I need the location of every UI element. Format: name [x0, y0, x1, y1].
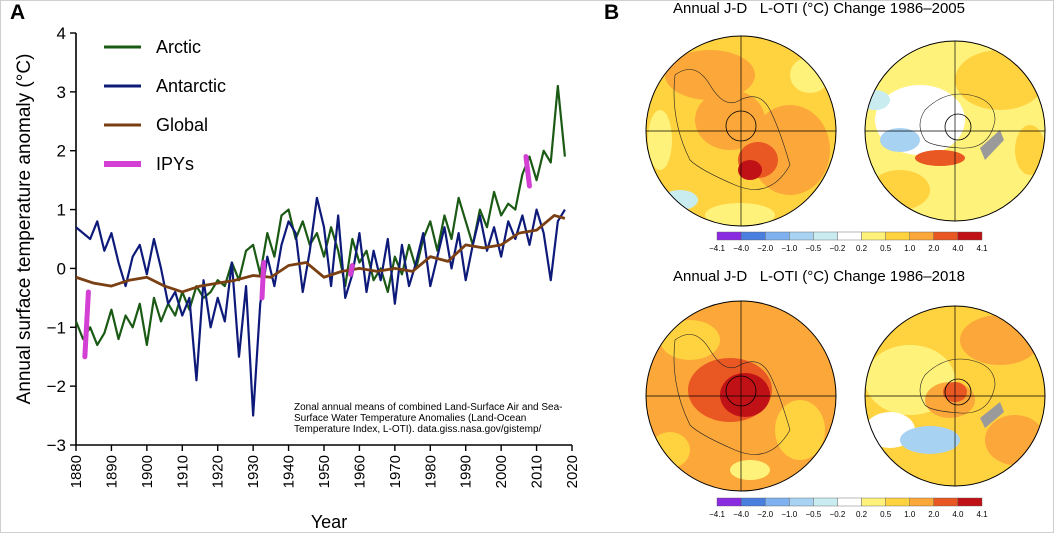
colorbar-swatch — [740, 497, 766, 507]
x-tick-label-1900: 1900 — [139, 455, 156, 488]
colorbar-swatch — [813, 231, 838, 241]
x-tick-label-2010: 2010 — [529, 455, 546, 488]
source-annotation: Zonal annual means of combined Land-Surf… — [294, 402, 563, 435]
map-title-1986-2005: Annual J-D L-OTI (°C) Change 1986–2005 — [673, 0, 965, 17]
colorbar-label: −0.5 — [805, 244, 821, 253]
x-tick-label-1940: 1940 — [281, 455, 298, 488]
colorbar-swatch — [933, 497, 959, 507]
colorbar-swatch — [740, 231, 766, 241]
colorbar-label: 0.2 — [856, 510, 868, 519]
colorbar-swatch — [885, 231, 910, 241]
colorbar-swatch — [909, 231, 935, 241]
x-tick-label-1970: 1970 — [387, 455, 404, 488]
x-tick-label-1890: 1890 — [103, 455, 120, 488]
panel-a-letter: A — [10, 1, 26, 24]
x-tick-label-1880: 1880 — [68, 455, 85, 488]
colorbar-label: −4.0 — [733, 510, 749, 519]
legend-label-antarctic: Antarctic — [156, 76, 226, 96]
panel-b-letter: B — [604, 1, 620, 24]
y-tick-label: 4 — [57, 24, 66, 43]
colorbar-swatch — [933, 231, 959, 241]
south-polar-map-1986-2005 — [864, 40, 1046, 222]
north-polar-map-1986-2005 — [645, 35, 837, 227]
colorbar-swatch — [957, 231, 983, 241]
series-line-antarctic — [75, 196, 566, 417]
colorbar-swatch — [957, 497, 983, 507]
colorbar-1986-2018: −4.1 −4.0 −2.0 −1.0 −0.5 −0.2 0.2 0.5 1.0 2.0 4.0 4… — [709, 497, 988, 519]
colorbar-label: 4.0 — [952, 244, 964, 253]
x-axis-label: Year — [311, 512, 347, 532]
legend-label-global: Global — [156, 115, 208, 135]
y-tick-label: −3 — [47, 436, 66, 455]
south-polar-map-1986-2018 — [864, 305, 1046, 487]
colorbar-swatch — [716, 231, 742, 241]
north-polar-map-1986-2018 — [645, 300, 837, 492]
y-tick-label: 0 — [57, 259, 66, 278]
colorbar-swatch — [837, 497, 862, 507]
series-line-global — [75, 214, 566, 294]
legend-label-ipys: IPYs — [156, 154, 194, 174]
colorbar-swatch — [837, 231, 862, 241]
map-title-1986-2018: Annual J-D L-OTI (°C) Change 1986–2018 — [673, 268, 965, 285]
colorbar-label: 4.0 — [952, 510, 964, 519]
ipy-segment — [523, 154, 532, 189]
x-tick-label-1920: 1920 — [210, 455, 227, 488]
colorbar-swatch — [909, 497, 935, 507]
colorbar-label: 1.0 — [904, 510, 916, 519]
x-tick-label-1950: 1950 — [316, 455, 333, 488]
annotation-line-3: Temperature Index, L-OTI). data.giss.nas… — [294, 424, 542, 435]
colorbar-swatch — [764, 497, 790, 507]
colorbar-1986-2005: −4.1 −4.0 −2.0 −1.0 −0.5 −0.2 0.2 0.5 1.0 2.0 4.0 4… — [709, 231, 988, 253]
y-tick-label: 2 — [57, 142, 66, 161]
x-tick-label-1980: 1980 — [422, 455, 439, 488]
colorbar-label: 4.1 — [976, 510, 988, 519]
colorbar-swatch — [716, 497, 742, 507]
colorbar-label: −0.2 — [830, 244, 846, 253]
x-tick-label-1930: 1930 — [245, 455, 262, 488]
colorbar-label: −2.0 — [757, 510, 773, 519]
colorbar-label: 0.2 — [856, 244, 868, 253]
colorbar-swatch — [789, 231, 814, 241]
colorbar-label: 0.5 — [880, 510, 892, 519]
annotation-line-1: Zonal annual means of combined Land-Surf… — [294, 402, 563, 413]
temperature-anomaly-chart: 1880 1890 1900 1910 1920 1930 1940 1950 1960 1970… — [14, 24, 581, 532]
annotation-line-2: Surface Water Temperature Anomalies (Lan… — [294, 413, 526, 424]
ipy-segment — [259, 260, 267, 301]
colorbar-swatch — [861, 231, 886, 241]
x-tick-label-1990: 1990 — [458, 455, 475, 488]
colorbar-label: −4.0 — [733, 244, 749, 253]
y-axis-label: Annual surface temperature anomaly (°C) — [14, 54, 35, 405]
colorbar-label: −4.1 — [709, 510, 725, 519]
colorbar-label: −1.0 — [781, 510, 797, 519]
ipy-segment — [82, 289, 91, 360]
colorbar-label: −4.1 — [709, 244, 725, 253]
x-tick-label-1960: 1960 — [351, 455, 368, 488]
x-tick-label-2020: 2020 — [564, 455, 581, 488]
colorbar-label: −2.0 — [757, 244, 773, 253]
colorbar-label: 2.0 — [928, 244, 940, 253]
x-tick-label-2000: 2000 — [493, 455, 510, 488]
legend-label-arctic: Arctic — [156, 37, 201, 57]
y-tick-label: −1 — [47, 318, 66, 337]
colorbar-label: −0.5 — [805, 510, 821, 519]
y-tick-label: −2 — [47, 377, 66, 396]
x-tick-label-1910: 1910 — [174, 455, 191, 488]
colorbar-swatch — [813, 497, 838, 507]
colorbar-label: 0.5 — [880, 244, 892, 253]
polar-maps: −4.1 −4.0 −2.0 −1.0 −0.5 −0.2 0.2 0.5 1.0 2.0 4.0 4… — [645, 35, 1046, 519]
colorbar-label: −1.0 — [781, 244, 797, 253]
series-line-arctic — [74, 84, 567, 347]
colorbar-swatch — [885, 497, 910, 507]
colorbar-label: 1.0 — [904, 244, 916, 253]
colorbar-label: 4.1 — [976, 244, 988, 253]
colorbar-swatch — [861, 497, 886, 507]
colorbar-label: 2.0 — [928, 510, 940, 519]
ipy-segment — [348, 262, 355, 277]
colorbar-swatch — [789, 497, 814, 507]
y-tick-label: 1 — [57, 201, 66, 220]
colorbar-label: −0.2 — [830, 510, 846, 519]
colorbar-swatch — [764, 231, 790, 241]
y-tick-label: 3 — [57, 83, 66, 102]
